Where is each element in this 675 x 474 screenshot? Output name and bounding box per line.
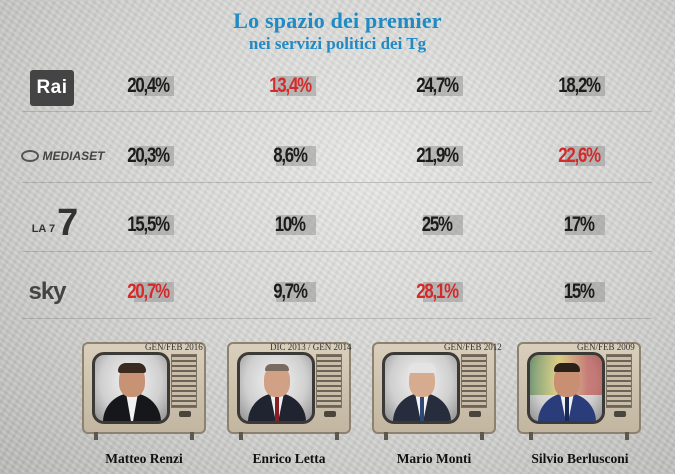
- value-cell: 20,3%: [118, 143, 178, 169]
- rai-logo-text: Rai: [36, 77, 68, 98]
- sky-logo-text: sky: [28, 278, 66, 305]
- value-bar: [565, 146, 605, 166]
- tv-knob: [614, 411, 626, 417]
- tv-speaker-grille: [461, 354, 487, 408]
- period-monti: GEN/FEB 2012: [444, 342, 502, 352]
- value-cell: 21,9%: [407, 143, 467, 169]
- value-text: 13,4%: [269, 74, 312, 97]
- value-text: 24,7%: [416, 74, 459, 97]
- premier-name-renzi: Matteo Renzi: [105, 451, 183, 466]
- value-text: 10%: [274, 213, 306, 236]
- tv-letta: [227, 342, 351, 440]
- value-text: 20,7%: [127, 280, 170, 303]
- mediaset-logo: MEDIASET: [8, 136, 118, 176]
- premier-name-monti: Mario Monti: [396, 451, 472, 466]
- portrait-hair: [408, 363, 436, 373]
- value-bar: [134, 215, 174, 235]
- tv-monti: [372, 342, 496, 440]
- tv-screen: [382, 352, 460, 424]
- value-bar: [134, 282, 174, 302]
- tv-renzi: [82, 342, 206, 440]
- value-text: 22,6%: [558, 144, 601, 167]
- portrait-hair: [265, 364, 289, 371]
- tv-knob: [469, 411, 481, 417]
- page-title: Lo spazio dei premier: [233, 8, 442, 33]
- value-cell: 28,1%: [407, 279, 467, 305]
- la7-logo: LA 7 7: [20, 203, 90, 243]
- value-cell: 9,7%: [260, 279, 320, 305]
- value-text: 20,4%: [127, 74, 170, 97]
- tv-screen: [527, 352, 605, 424]
- row-divider: [22, 182, 652, 183]
- value-bar: [423, 282, 463, 302]
- portrait-tie: [420, 397, 424, 421]
- value-bar: [276, 215, 316, 235]
- tv-berlusconi: [517, 342, 641, 440]
- value-cell: 15%: [549, 279, 609, 305]
- value-bar: [565, 76, 605, 96]
- value-cell: 25%: [407, 212, 467, 238]
- value-cell: 18,2%: [549, 73, 609, 99]
- portrait-hair: [118, 363, 146, 373]
- value-text: 28,1%: [416, 280, 459, 303]
- value-cell: 22,6%: [549, 143, 609, 169]
- portrait-tie: [275, 397, 279, 421]
- value-cell: 17%: [549, 212, 609, 238]
- value-text: 9,7%: [273, 280, 308, 303]
- tv-screen: [237, 352, 315, 424]
- value-bar: [276, 76, 316, 96]
- value-text: 15,5%: [127, 213, 170, 236]
- premier-name-letta: Enrico Letta: [252, 451, 326, 466]
- value-text: 20,3%: [127, 144, 170, 167]
- rai-logo: Rai: [30, 70, 74, 106]
- tv-knob: [324, 411, 336, 417]
- mediaset-logo-text: MEDIASET: [42, 149, 105, 163]
- period-renzi: GEN/FEB 2016: [145, 342, 203, 352]
- value-bar: [423, 146, 463, 166]
- tv-legs: [384, 432, 484, 440]
- value-cell: 10%: [260, 212, 320, 238]
- value-cell: 20,7%: [118, 279, 178, 305]
- la7-logo-text: LA 7: [31, 223, 56, 235]
- value-cell: 20,4%: [118, 73, 178, 99]
- tv-knob: [179, 411, 191, 417]
- value-bar: [276, 146, 316, 166]
- period-letta: DIC 2013 / GEN 2014: [270, 342, 352, 352]
- value-bar: [565, 215, 605, 235]
- portrait-hair: [554, 363, 580, 372]
- value-bar: [134, 146, 174, 166]
- la7-seven-mark: 7: [57, 202, 79, 244]
- value-bar: [423, 76, 463, 96]
- row-divider: [22, 251, 652, 252]
- tv-legs: [94, 432, 194, 440]
- row-divider: [22, 318, 652, 319]
- value-text: 21,9%: [416, 144, 459, 167]
- sky-logo: sky: [22, 272, 72, 312]
- value-text: 8,6%: [273, 144, 308, 167]
- value-text: 17%: [563, 213, 595, 236]
- tv-legs: [529, 432, 629, 440]
- value-text: 25%: [421, 213, 453, 236]
- page-subtitle: nei servizi politici dei Tg: [248, 34, 427, 53]
- period-berlusconi: GEN/FEB 2009: [577, 342, 635, 352]
- mediaset-eye-icon: [21, 150, 40, 162]
- tv-screen: [92, 352, 170, 424]
- tv-speaker-grille: [171, 354, 197, 408]
- value-bar: [276, 282, 316, 302]
- value-cell: 13,4%: [260, 73, 320, 99]
- value-bar: [134, 76, 174, 96]
- value-cell: 24,7%: [407, 73, 467, 99]
- value-cell: 8,6%: [260, 143, 320, 169]
- tv-speaker-grille: [606, 354, 632, 408]
- tv-legs: [239, 432, 339, 440]
- premier-name-berlusconi: Silvio Berlusconi: [531, 451, 629, 466]
- value-text: 18,2%: [558, 74, 601, 97]
- value-bar: [565, 282, 605, 302]
- portrait-tie: [565, 397, 569, 421]
- value-text: 15%: [563, 280, 595, 303]
- tv-speaker-grille: [316, 354, 342, 408]
- row-divider: [22, 111, 652, 112]
- value-cell: 15,5%: [118, 212, 178, 238]
- value-bar: [423, 215, 463, 235]
